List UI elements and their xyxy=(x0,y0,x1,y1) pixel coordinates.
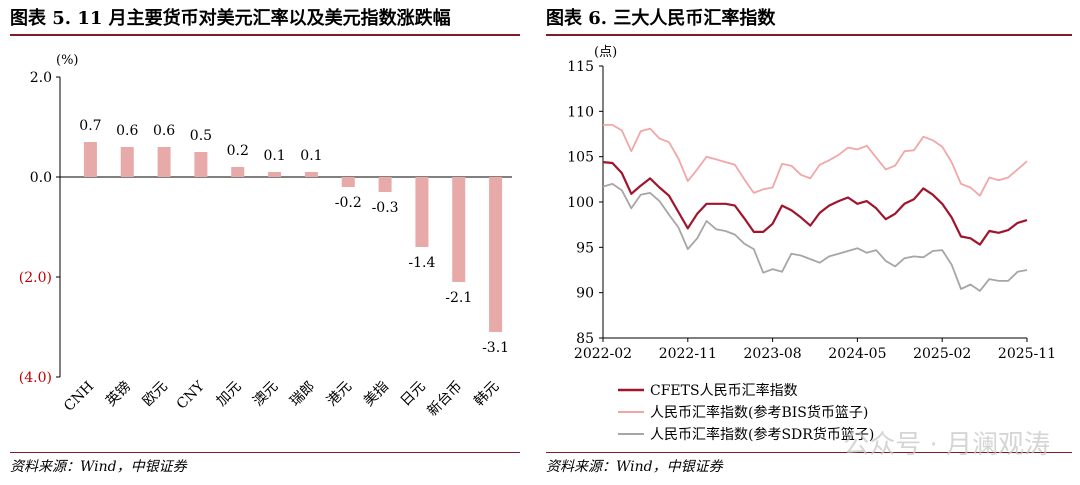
left-top-rule xyxy=(10,34,520,36)
bar-data-label: -0.2 xyxy=(335,195,362,211)
x-tick-label: 港元 xyxy=(324,379,355,410)
x-tick-label: 2022-02 xyxy=(574,346,632,362)
series-line-1 xyxy=(602,161,1028,246)
bar xyxy=(268,172,282,177)
x-tick-label: 美指 xyxy=(361,379,392,410)
x-tick-label: 2025-11 xyxy=(998,346,1056,362)
legend-label: 人民币汇率指数(参考SDR货币篮子) xyxy=(650,426,874,443)
bar-data-label: 0.1 xyxy=(263,148,285,164)
bar xyxy=(489,177,503,332)
x-tick-label: 2022-11 xyxy=(659,346,717,362)
bar-chart: (%) 2.0 0.0 (2.0) (4.0) 0.7 CNH 0.6 英镑 0.6 欧元 0.5 CN… xyxy=(19,53,512,420)
bar xyxy=(83,142,97,177)
watermark-text: 公众号 · 月澜观涛 xyxy=(843,430,1050,460)
x-tick-label: 欧元 xyxy=(140,379,171,410)
bar-data-label: -1.4 xyxy=(408,255,435,271)
bar-data-label: 0.5 xyxy=(190,128,212,144)
bar xyxy=(452,177,466,282)
left-bottom-rule xyxy=(10,452,520,453)
line-chart: (点) 85 90 95 100 105 110 115 2022-02 2022-11 2023-… xyxy=(567,45,1056,443)
bar-data-label: -0.3 xyxy=(372,200,399,216)
bar-data-label: 0.7 xyxy=(79,118,101,134)
y-tick-label: 115 xyxy=(567,59,594,75)
y-axis-label: (点) xyxy=(594,45,617,60)
y-tick-label: 95 xyxy=(576,240,594,256)
bar xyxy=(304,172,318,177)
x-tick-label: 新台币 xyxy=(425,379,466,420)
y-tick-label: 110 xyxy=(567,104,594,120)
y-axis-label: (%) xyxy=(56,53,79,68)
bar xyxy=(341,177,355,187)
left-panel: 图表 5. 11 月主要货币对美元汇率以及美元指数涨跌幅 (%) 2.0 0.0 (2… xyxy=(0,0,530,485)
left-chart-title: 图表 5. 11 月主要货币对美元汇率以及美元指数涨跌幅 xyxy=(10,8,451,29)
bar-data-label: -2.1 xyxy=(445,290,472,306)
x-tick-label: CNH xyxy=(61,379,97,415)
y-tick-label: (4.0) xyxy=(19,370,52,386)
bar-data-label: 0.6 xyxy=(153,123,175,139)
x-tick-label: 2024-05 xyxy=(828,346,886,362)
y-tick-label: 2.0 xyxy=(30,70,52,86)
x-tick-label: 日元 xyxy=(398,379,429,410)
right-top-rule xyxy=(546,34,1072,36)
right-panel: 图表 6. 三大人民币汇率指数 (点) 85 90 95 100 105 110 115 202… xyxy=(540,0,1080,485)
y-tick-label: 100 xyxy=(567,195,594,211)
bar-data-label: 0.1 xyxy=(300,148,322,164)
bar xyxy=(415,177,429,247)
legend-label: 人民币汇率指数(参考BIS货币篮子) xyxy=(650,404,868,421)
right-chart-title: 图表 6. 三大人民币汇率指数 xyxy=(546,8,776,29)
x-tick-label: 2023-08 xyxy=(744,346,802,362)
x-tick-label: 加元 xyxy=(213,379,244,410)
series-line-3 xyxy=(602,182,1028,292)
bar xyxy=(378,177,392,192)
bar xyxy=(157,147,171,177)
y-tick-label: 90 xyxy=(576,286,594,302)
bar xyxy=(120,147,134,177)
x-tick-label: 英镑 xyxy=(102,378,134,410)
left-source-note: 资料来源：Wind，中银证券 xyxy=(10,459,187,475)
y-tick-label: 85 xyxy=(576,331,594,347)
x-tick-label: 澳元 xyxy=(250,379,281,410)
y-tick-label: (2.0) xyxy=(19,270,52,286)
right-bottom-rule xyxy=(546,452,1072,453)
bar xyxy=(231,167,245,177)
y-tick-label: 0.0 xyxy=(30,170,52,186)
x-tick-label: 2025-02 xyxy=(913,346,971,362)
x-tick-label: 瑞郎 xyxy=(287,379,318,410)
bar-data-label: -3.1 xyxy=(482,340,509,356)
bar-data-label: 0.6 xyxy=(116,123,138,139)
series-line-2 xyxy=(603,124,1028,197)
legend-label: CFETS人民币汇率指数 xyxy=(650,382,798,399)
right-source-note: 资料来源：Wind，中银证券 xyxy=(546,459,723,475)
y-tick-label: 105 xyxy=(567,150,594,166)
x-tick-label: 韩元 xyxy=(471,379,502,410)
x-tick-label: CNY xyxy=(174,378,209,413)
bar-data-label: 0.2 xyxy=(227,143,249,159)
bar xyxy=(194,152,208,177)
